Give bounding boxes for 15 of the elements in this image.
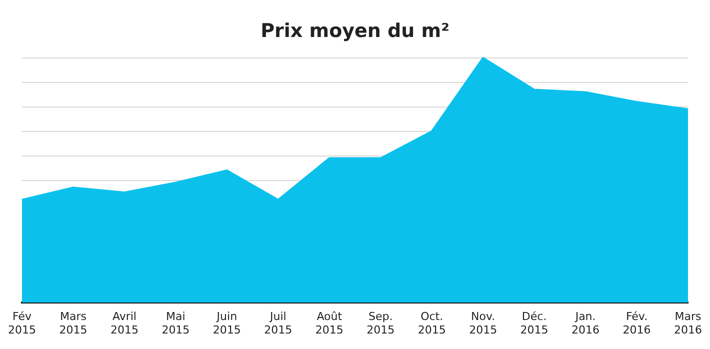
- chart-title: Prix moyen du m²: [260, 19, 450, 44]
- x-tick-label: Juin 2015: [212, 310, 241, 336]
- x-tick-label: Fév. 2016: [622, 310, 651, 336]
- x-tick-label: Sep. 2015: [366, 310, 395, 336]
- x-tick-label: Oct. 2015: [418, 310, 446, 336]
- x-tick-label: Nov. 2015: [469, 310, 498, 336]
- x-tick-label: Avril 2015: [110, 310, 138, 336]
- x-tick-label: Juil 2015: [264, 310, 292, 336]
- x-tick-label: Jan. 2016: [572, 310, 600, 336]
- x-tick-label: Août 2015: [315, 310, 344, 336]
- x-tick-label: Déc. 2015: [520, 310, 548, 336]
- x-tick-label: Mai 2015: [162, 310, 190, 336]
- x-tick-label: Mars 2016: [674, 310, 702, 336]
- x-tick-label: Mars 2015: [59, 310, 88, 336]
- x-tick-label: Fév 2015: [8, 310, 36, 336]
